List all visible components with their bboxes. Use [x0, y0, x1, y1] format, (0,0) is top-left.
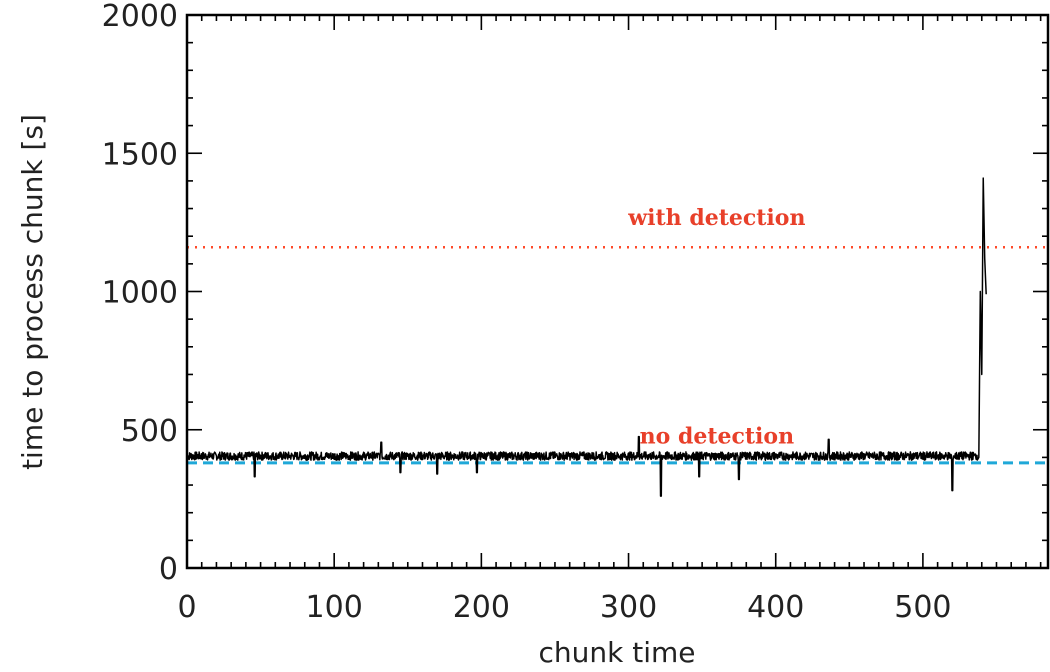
y-tick-label-2000: 2000 — [102, 0, 178, 34]
x-axis-label: chunk time — [538, 636, 695, 669]
y-tick-label-1000: 1000 — [102, 276, 178, 311]
plot-frame — [185, 13, 1050, 570]
x-tick-label-200: 200 — [453, 590, 510, 625]
x-tick-label-500: 500 — [894, 590, 951, 625]
y-axis-label: time to process chunk [s] — [16, 114, 49, 470]
x-tick-label-0: 0 — [177, 590, 196, 625]
series-layer — [186, 177, 987, 497]
reference-lines — [187, 246, 1048, 465]
x-tick-label-100: 100 — [306, 590, 363, 625]
annotation-1: no detection — [640, 424, 794, 450]
series-line-0 — [186, 177, 987, 497]
tick-marks — [186, 14, 1048, 569]
annotations: with detection no detection — [627, 205, 805, 449]
x-tick-label-300: 300 — [600, 590, 657, 625]
y-tick-label-1500: 1500 — [102, 137, 178, 172]
x-tick-label-400: 400 — [747, 590, 804, 625]
tick-labels: 0 100 200 300 400 500 0 500 1000 1500 2000 — [102, 0, 952, 625]
y-tick-label-500: 500 — [121, 414, 178, 449]
annotation-0: with detection — [627, 205, 805, 231]
y-tick-label-0: 0 — [159, 552, 178, 587]
